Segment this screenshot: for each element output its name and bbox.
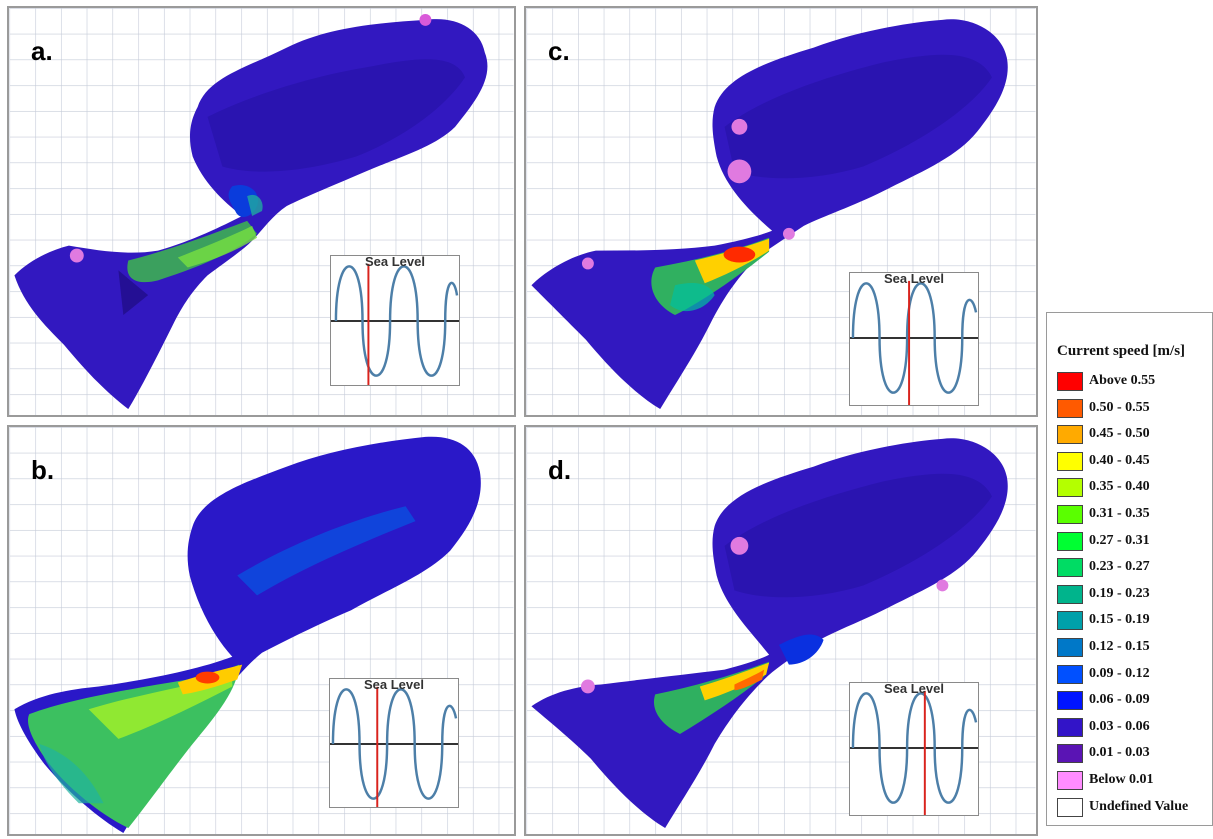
- legend-item: Undefined Value: [1057, 797, 1207, 818]
- map-panel-d: d. Sea Level: [524, 425, 1038, 836]
- legend-item: 0.40 - 0.45: [1057, 451, 1207, 472]
- sea-level-inset: Sea Level: [849, 271, 979, 406]
- legend-label: 0.19 - 0.23: [1089, 585, 1150, 601]
- inset-title: Sea Level: [884, 271, 944, 286]
- legend-item: 0.19 - 0.23: [1057, 584, 1207, 605]
- legend-label: Undefined Value: [1089, 798, 1189, 814]
- legend-label: 0.31 - 0.35: [1089, 506, 1150, 521]
- panel-label: b.: [31, 455, 55, 485]
- legend-label: 0.06 - 0.09: [1089, 692, 1150, 708]
- panel-label: c.: [548, 36, 570, 66]
- legend-item: 0.27 - 0.31: [1057, 531, 1207, 552]
- legend-swatch: [1057, 372, 1083, 391]
- sea-level-inset: Sea Level: [330, 254, 460, 386]
- sea-level-curve: [850, 280, 978, 405]
- legend-item: 0.01 - 0.03: [1057, 744, 1207, 764]
- legend-swatch: [1057, 584, 1083, 604]
- legend-swatch: [1057, 691, 1083, 711]
- legend-item: 0.03 - 0.06: [1057, 717, 1207, 738]
- legend-label: 0.09 - 0.12: [1089, 665, 1150, 681]
- legend-label: 0.45 - 0.50: [1089, 426, 1150, 442]
- legend-swatch: [1057, 505, 1083, 524]
- legend-item: 0.12 - 0.15: [1057, 638, 1207, 658]
- sea-level-curve: [330, 686, 458, 807]
- legend-swatch: [1057, 451, 1083, 471]
- legend-title: Current speed [m/s]: [1057, 343, 1186, 359]
- legend-item: 0.06 - 0.09: [1057, 691, 1207, 711]
- map-panel-b: b. Sea Level: [7, 425, 516, 836]
- legend-label: 0.12 - 0.15: [1089, 639, 1150, 654]
- legend-item: 0.31 - 0.35: [1057, 505, 1207, 525]
- legend-label: 0.50 - 0.55: [1089, 399, 1150, 415]
- sea-level-inset: Sea Level: [849, 681, 979, 816]
- legend-item: 0.15 - 0.19: [1057, 611, 1207, 631]
- inset-title: Sea Level: [365, 254, 425, 269]
- legend-item: Above 0.55: [1057, 372, 1207, 392]
- current-speed-legend: Current speed [m/s] Above 0.55 0.50 - 0.5…: [1046, 312, 1213, 826]
- map-panel-c: c. Sea Level: [524, 6, 1038, 417]
- legend-swatch: [1057, 717, 1083, 737]
- legend-swatch: [1057, 558, 1083, 578]
- sea-level-curve: [331, 263, 459, 385]
- legend-item: 0.23 - 0.27: [1057, 558, 1207, 578]
- legend-swatch: [1057, 478, 1083, 498]
- legend-item: 0.35 - 0.40: [1057, 478, 1207, 498]
- legend-swatch: [1057, 611, 1083, 631]
- panel-label: a.: [31, 36, 53, 66]
- sea-level-curve: [850, 690, 978, 815]
- legend-swatch: [1057, 744, 1083, 764]
- legend-swatch: [1057, 398, 1083, 418]
- inset-title: Sea Level: [884, 681, 944, 696]
- legend-swatch: [1057, 531, 1083, 551]
- legend-swatch: [1057, 425, 1083, 445]
- legend-label: Below 0.01: [1089, 772, 1154, 787]
- panel-label: d.: [548, 455, 572, 485]
- sea-level-inset: Sea Level: [329, 677, 459, 808]
- legend-label: 0.01 - 0.03: [1089, 745, 1150, 761]
- legend-item: 0.09 - 0.12: [1057, 664, 1207, 685]
- map-panel-a: a. Sea Level: [7, 6, 516, 417]
- legend-swatch: [1057, 771, 1083, 790]
- legend-label: Above 0.55: [1089, 373, 1156, 388]
- legend-label: 0.40 - 0.45: [1089, 452, 1150, 468]
- current-speed-map-a: [9, 8, 514, 415]
- legend-swatch: [1057, 664, 1083, 684]
- legend-swatch: [1057, 797, 1083, 817]
- inset-title: Sea Level: [364, 677, 424, 692]
- legend-label: 0.03 - 0.06: [1089, 718, 1150, 734]
- legend-item: 0.50 - 0.55: [1057, 398, 1207, 419]
- legend-item: Below 0.01: [1057, 771, 1207, 791]
- legend-item: 0.45 - 0.50: [1057, 425, 1207, 445]
- legend-label: 0.15 - 0.19: [1089, 612, 1150, 628]
- legend-label: 0.27 - 0.31: [1089, 532, 1150, 548]
- legend-label: 0.23 - 0.27: [1089, 559, 1150, 575]
- legend-swatch: [1057, 638, 1083, 657]
- legend-label: 0.35 - 0.40: [1089, 479, 1150, 495]
